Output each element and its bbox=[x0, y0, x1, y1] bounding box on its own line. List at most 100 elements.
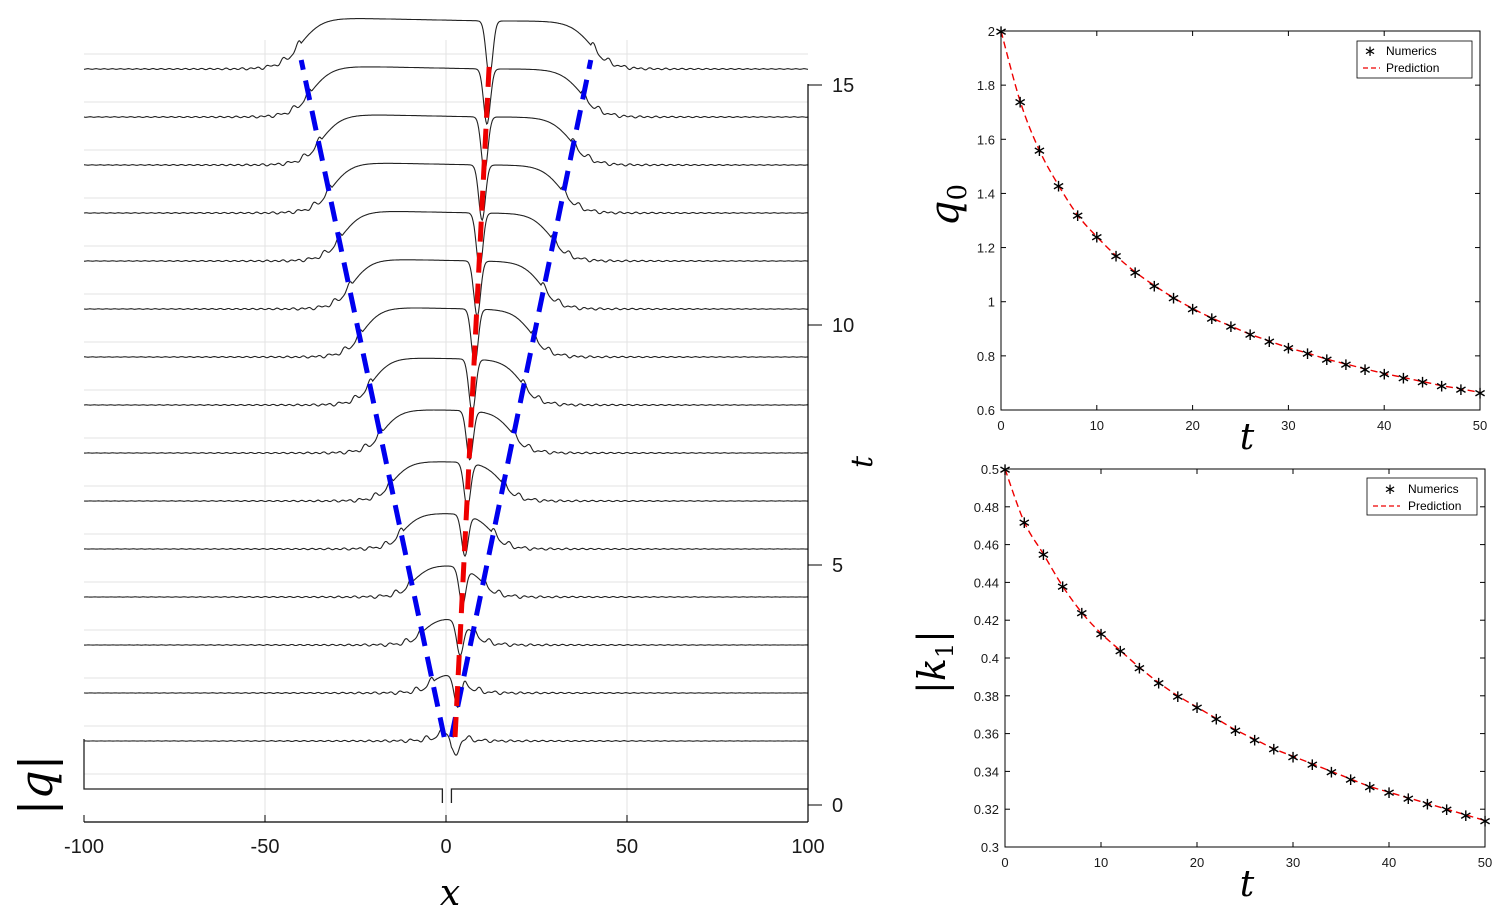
numerics-point: ∗ bbox=[1151, 674, 1165, 694]
numerics-point: ∗ bbox=[1128, 263, 1142, 283]
left-edge-prediction-line bbox=[298, 59, 447, 738]
x-tick-label: 30 bbox=[1286, 855, 1300, 870]
t-tick-label: 10 bbox=[832, 315, 854, 337]
x-tick-label: 10 bbox=[1090, 418, 1104, 433]
profile-curve bbox=[83, 565, 808, 606]
legend-star-marker: ∗ bbox=[1364, 44, 1377, 60]
numerics-point: ∗ bbox=[1420, 795, 1434, 815]
numerics-point: ∗ bbox=[1243, 325, 1257, 345]
k1-plot: ∗∗∗∗∗∗∗∗∗∗∗∗∗ ∗ ∗ ∗ ∗ ∗ ∗ ∗ ∗ ∗ ∗ ∗ ∗ ∗ bbox=[998, 460, 1492, 832]
numerics-point: ∗ bbox=[1435, 377, 1449, 397]
numerics-point: ∗ bbox=[1032, 141, 1046, 161]
numerics-point: ∗ bbox=[1075, 604, 1089, 624]
x-tick-label: 0 bbox=[440, 836, 451, 858]
numerics-point: ∗ bbox=[1324, 762, 1338, 782]
numerics-point: ∗ bbox=[1439, 800, 1453, 820]
waterfall-panel: -100 -50 0 50 100 0 5 10 15 x |q| t bbox=[9, 18, 880, 914]
profile-curve bbox=[83, 739, 808, 803]
y-tick-label: 0.8 bbox=[977, 349, 995, 364]
y-tick-label: 0.48 bbox=[974, 500, 999, 515]
x-tick-label: 20 bbox=[1190, 855, 1204, 870]
q0-panel: 0 10 20 30 40 500.60.811.21.41.61.82 ∗∗∗∗∗∗∗∗… bbox=[922, 22, 1487, 458]
y-tick-label: 0.32 bbox=[974, 802, 999, 817]
numerics-point: ∗ bbox=[1190, 698, 1204, 718]
numerics-point: ∗ bbox=[1185, 299, 1199, 319]
profile-curve bbox=[84, 211, 809, 270]
numerics-point: ∗ bbox=[1415, 373, 1429, 393]
numerics-point: ∗ bbox=[1205, 309, 1219, 329]
x-tick-label: 50 bbox=[1473, 418, 1487, 433]
profile-curve bbox=[84, 307, 809, 366]
numerics-point: ∗ bbox=[1071, 206, 1085, 226]
t-tick-label: 5 bbox=[832, 555, 843, 577]
waterfall-grid bbox=[84, 40, 808, 822]
x-tick-label: 50 bbox=[616, 836, 638, 858]
svg-text:|k1|: |k1| bbox=[910, 630, 959, 694]
x-tick-label: 50 bbox=[1478, 855, 1492, 870]
y-tick-label: 0.36 bbox=[974, 727, 999, 742]
right-edge-prediction-line bbox=[448, 59, 594, 738]
y-tick-label: 1.6 bbox=[977, 132, 995, 147]
k1-ticks: 0 10 20 30 40 50 0.3 0.32 0.34 0.36 0.38 0.4 0.42 0.4… bbox=[974, 462, 1493, 870]
x-tick-label: 100 bbox=[791, 836, 824, 858]
numerics-point: ∗ bbox=[1300, 344, 1314, 364]
numerics-point: ∗ bbox=[1166, 289, 1180, 309]
numerics-point: ∗ bbox=[994, 22, 1008, 42]
numerics-point: ∗ bbox=[1036, 545, 1050, 565]
numerics-point: ∗ bbox=[1320, 350, 1334, 370]
y-tick-label: 0.3 bbox=[981, 840, 999, 855]
numerics-point: ∗ bbox=[1247, 730, 1261, 750]
numerics-point: ∗ bbox=[1305, 755, 1319, 775]
numerics-point: ∗ bbox=[1055, 577, 1069, 597]
numerics-point: ∗ bbox=[1209, 709, 1223, 729]
x-tick-label: 40 bbox=[1377, 418, 1391, 433]
profile-curve bbox=[83, 259, 809, 317]
y-tick-label: 1.2 bbox=[977, 241, 995, 256]
numerics-point: ∗ bbox=[1090, 228, 1104, 248]
profile-curve bbox=[83, 162, 809, 222]
y-tick-label: 0.6 bbox=[977, 403, 995, 418]
y-tick-label: 0.34 bbox=[974, 764, 999, 779]
profile-curve bbox=[84, 513, 809, 558]
profile-curve bbox=[84, 409, 809, 461]
x-tick-label: 10 bbox=[1094, 855, 1108, 870]
numerics-point: ∗ bbox=[1401, 789, 1415, 809]
y-tick-label: 0.42 bbox=[974, 613, 999, 628]
numerics-point: ∗ bbox=[1382, 783, 1396, 803]
center-prediction-line bbox=[452, 59, 492, 738]
x-tick-label: -100 bbox=[64, 836, 104, 858]
profile-curve bbox=[83, 461, 808, 509]
svg-text:q0: q0 bbox=[922, 184, 973, 226]
prediction-lines bbox=[298, 59, 594, 738]
waterfall-y-axis-label: |q| bbox=[9, 755, 63, 815]
t-tick-label: 0 bbox=[832, 795, 843, 817]
y-tick-label: 2 bbox=[988, 24, 995, 39]
numerics-point: ∗ bbox=[1286, 747, 1300, 767]
numerics-point: ∗ bbox=[1262, 332, 1276, 352]
profile-curve bbox=[83, 674, 809, 709]
y-tick-label: 0.44 bbox=[974, 575, 999, 590]
numerics-point: ∗ bbox=[1363, 778, 1377, 798]
numerics-point: ∗ bbox=[1094, 624, 1108, 644]
y-tick-label: 0.46 bbox=[974, 538, 999, 553]
numerics-point: ∗ bbox=[1267, 740, 1281, 760]
legend-star-marker: ∗ bbox=[1384, 482, 1397, 498]
x-tick-label: 0 bbox=[997, 418, 1004, 433]
k1-panel: 0 10 20 30 40 50 0.3 0.32 0.34 0.36 0.38 0.4 0.42 0.4… bbox=[910, 460, 1492, 905]
x-tick-label: 20 bbox=[1185, 418, 1199, 433]
numerics-point: ∗ bbox=[1473, 383, 1487, 403]
y-tick-label: 1.4 bbox=[977, 186, 995, 201]
numerics-point: ∗ bbox=[1228, 721, 1242, 741]
q0-legend: ∗ Numerics Prediction bbox=[1356, 40, 1473, 79]
numerics-point: ∗ bbox=[1171, 687, 1185, 707]
numerics-point: ∗ bbox=[998, 460, 1012, 480]
numerics-point: ∗ bbox=[1343, 770, 1357, 790]
y-tick-label: 0.5 bbox=[981, 462, 999, 477]
numerics-point: ∗ bbox=[1147, 276, 1161, 296]
q0-plot: ∗∗∗∗∗∗∗∗∗∗∗ ∗ ∗ ∗ ∗ ∗ ∗ ∗ ∗ ∗ ∗ ∗ ∗ ∗ ∗ ∗ bbox=[994, 22, 1487, 403]
k1-legend: ∗ Numerics Prediction bbox=[1366, 477, 1478, 516]
x-tick-label: 40 bbox=[1382, 855, 1396, 870]
q0-legend-numerics: Numerics bbox=[1386, 44, 1437, 58]
waterfall-x-axis-label: x bbox=[440, 873, 460, 914]
